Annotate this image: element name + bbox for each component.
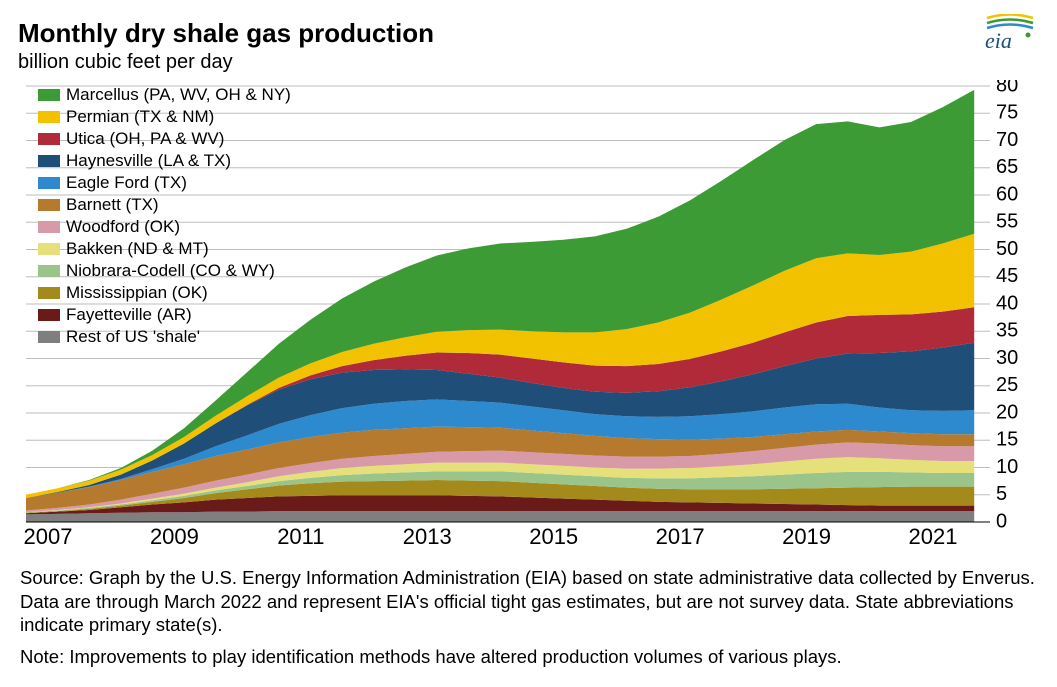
svg-text:75: 75 — [996, 102, 1018, 124]
legend-swatch — [38, 133, 60, 145]
legend-label: Utica (OH, PA & WV) — [66, 129, 224, 149]
source-text: Source: Graph by the U.S. Energy Informa… — [20, 566, 1039, 637]
svg-text:2021: 2021 — [909, 524, 958, 549]
legend-label: Woodford (OK) — [66, 217, 180, 237]
legend-item-fayetteville: Fayetteville (AR) — [38, 304, 291, 326]
legend-swatch — [38, 243, 60, 255]
legend-item-utica: Utica (OH, PA & WV) — [38, 128, 291, 150]
svg-text:2007: 2007 — [24, 524, 73, 549]
svg-text:60: 60 — [996, 183, 1018, 205]
svg-text:10: 10 — [996, 456, 1018, 478]
legend-label: Permian (TX & NM) — [66, 107, 214, 127]
legend-swatch — [38, 309, 60, 321]
svg-text:eia: eia — [985, 28, 1012, 52]
svg-text:65: 65 — [996, 156, 1018, 178]
svg-text:15: 15 — [996, 429, 1018, 451]
svg-text:2011: 2011 — [277, 524, 324, 549]
svg-text:25: 25 — [996, 374, 1018, 396]
legend-swatch — [38, 111, 60, 123]
legend-label: Rest of US 'shale' — [66, 327, 200, 347]
note-text: Note: Improvements to play identificatio… — [20, 645, 1039, 669]
svg-text:45: 45 — [996, 265, 1018, 287]
legend-swatch — [38, 89, 60, 101]
svg-text:0: 0 — [996, 510, 1007, 532]
svg-text:70: 70 — [996, 129, 1018, 151]
legend-label: Mississippian (OK) — [66, 283, 208, 303]
legend-swatch — [38, 221, 60, 233]
legend-item-marcellus: Marcellus (PA, WV, OH & NY) — [38, 84, 291, 106]
svg-text:2019: 2019 — [782, 524, 831, 549]
legend-item-eagleford: Eagle Ford (TX) — [38, 172, 291, 194]
legend-label: Barnett (TX) — [66, 195, 159, 215]
chart-subtitle: billion cubic feet per day — [18, 51, 1045, 74]
svg-text:2009: 2009 — [150, 524, 199, 549]
legend-item-niobrara: Niobrara-Codell (CO & WY) — [38, 260, 291, 282]
svg-text:2015: 2015 — [529, 524, 578, 549]
chart-title: Monthly dry shale gas production — [18, 18, 1045, 49]
svg-text:2017: 2017 — [656, 524, 705, 549]
svg-text:30: 30 — [996, 347, 1018, 369]
svg-text:80: 80 — [996, 80, 1018, 96]
footnotes: Source: Graph by the U.S. Energy Informa… — [20, 566, 1039, 669]
legend-item-mississippian: Mississippian (OK) — [38, 282, 291, 304]
legend-swatch — [38, 287, 60, 299]
legend-label: Haynesville (LA & TX) — [66, 151, 231, 171]
legend-swatch — [38, 199, 60, 211]
legend-swatch — [38, 155, 60, 167]
legend-item-permian: Permian (TX & NM) — [38, 106, 291, 128]
series-rest — [26, 511, 974, 522]
legend-item-barnett: Barnett (TX) — [38, 194, 291, 216]
legend-swatch — [38, 265, 60, 277]
svg-text:20: 20 — [996, 401, 1018, 423]
svg-text:5: 5 — [996, 483, 1007, 505]
legend-item-woodford: Woodford (OK) — [38, 216, 291, 238]
svg-text:2013: 2013 — [403, 524, 452, 549]
chart-container: eia Monthly dry shale gas production bil… — [0, 0, 1057, 687]
legend-label: Eagle Ford (TX) — [66, 173, 187, 193]
legend-item-rest: Rest of US 'shale' — [38, 326, 291, 348]
legend-label: Niobrara-Codell (CO & WY) — [66, 261, 275, 281]
svg-text:35: 35 — [996, 320, 1018, 342]
legend: Marcellus (PA, WV, OH & NY)Permian (TX &… — [38, 84, 291, 348]
legend-swatch — [38, 331, 60, 343]
svg-text:40: 40 — [996, 292, 1018, 314]
legend-label: Marcellus (PA, WV, OH & NY) — [66, 85, 291, 105]
svg-text:50: 50 — [996, 238, 1018, 260]
legend-swatch — [38, 177, 60, 189]
legend-label: Fayetteville (AR) — [66, 305, 192, 325]
legend-item-haynesville: Haynesville (LA & TX) — [38, 150, 291, 172]
legend-label: Bakken (ND & MT) — [66, 239, 209, 259]
svg-text:55: 55 — [996, 211, 1018, 233]
eia-logo: eia — [981, 14, 1039, 52]
legend-item-bakken: Bakken (ND & MT) — [38, 238, 291, 260]
